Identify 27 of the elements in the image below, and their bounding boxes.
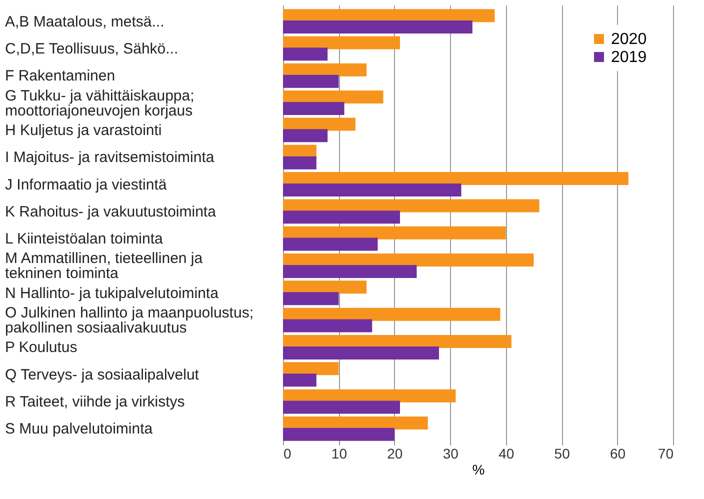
x-tick-label: 70 <box>658 446 674 462</box>
y-tick-label: N Hallinto- ja tukipalvelutoiminta <box>5 284 220 302</box>
y-tick-label: F Rakentaminen <box>5 68 116 85</box>
y-tick-label: H Kuljetus ja varastointi <box>5 122 162 139</box>
x-tick-label: 10 <box>331 446 348 462</box>
y-tick-label: G Tukku- ja vähittäiskauppa; moottoriajoneuvojen korjaus <box>5 87 194 120</box>
x-tick-label: 0 <box>284 446 292 462</box>
x-tick-label: 60 <box>610 446 626 462</box>
y-tick-label: C,D,E Teollisuus, Sähkö... <box>5 40 178 58</box>
y-tick-label: K Rahoitus- ja vakuutustoiminta <box>5 203 217 220</box>
y-tick-label: O Julkinen hallinto ja maanpuolustus; pakollinen sosiaalivakuutus <box>5 304 254 337</box>
y-tick-label: S Muu palvelutoiminta <box>5 420 154 438</box>
x-tick-label: 30 <box>442 446 459 462</box>
y-tick-label: R Taiteet, viihde ja virkistys <box>5 394 185 411</box>
x-tick-label: 20 <box>387 446 403 462</box>
x-axis-title: % <box>472 462 485 478</box>
legend-label: 2020 <box>611 31 647 48</box>
x-tick-label: 40 <box>498 446 514 462</box>
y-tick-label: A,B Maatalous, metsä... <box>5 13 164 30</box>
legend-label: 2019 <box>611 49 647 66</box>
x-tick-label: 50 <box>554 446 570 462</box>
y-tick-label: J Informaatio ja viestintä <box>5 176 168 194</box>
y-tick-label: L Kiinteistöalan toiminta <box>5 230 164 248</box>
y-tick-label: Q Terveys- ja sosiaalipalvelut <box>5 366 200 384</box>
y-tick-label: M Ammatillinen, tieteellinen ja tekninen toiminta <box>5 250 204 282</box>
y-tick-label: I Majoitus- ja ravitsemistoiminta <box>5 149 215 166</box>
y-tick-label: P Koulutus <box>5 339 78 356</box>
